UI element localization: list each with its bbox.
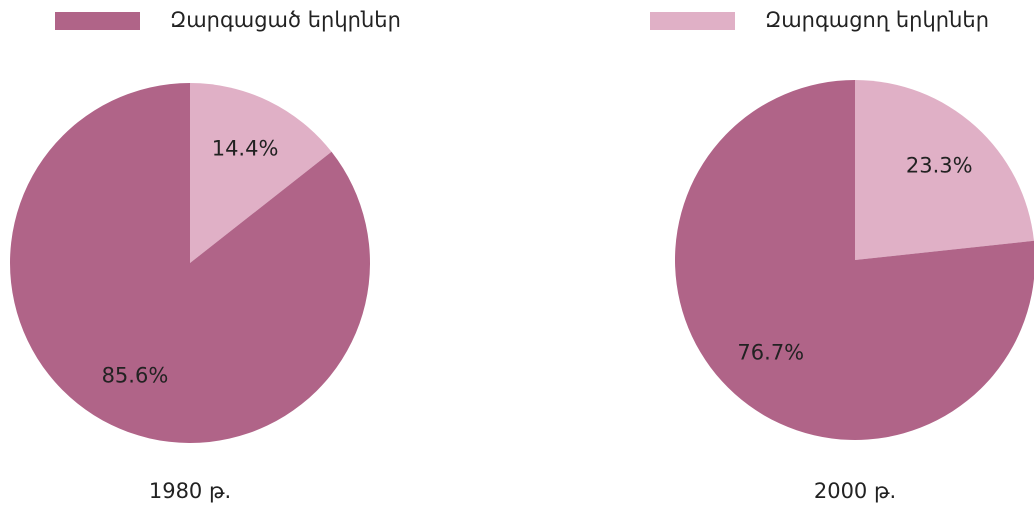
legend-label: Զարգացած երկրներ — [170, 8, 401, 32]
legend-swatch — [650, 12, 735, 30]
chart-title: 1980 թ. — [149, 479, 231, 503]
data-label: 14.4% — [212, 137, 279, 161]
data-label: 76.7% — [737, 341, 804, 365]
data-label: 85.6% — [102, 363, 169, 387]
pie-slice — [10, 83, 371, 443]
data-label: 23.3% — [906, 153, 973, 177]
legend-swatch — [55, 12, 140, 30]
legend-label: Զարգացող երկրներ — [765, 8, 989, 32]
pie-slice — [190, 83, 332, 263]
pie-slice — [855, 80, 1034, 260]
chart-title: 2000 թ. — [814, 479, 896, 503]
pie-slice — [675, 80, 1034, 440]
